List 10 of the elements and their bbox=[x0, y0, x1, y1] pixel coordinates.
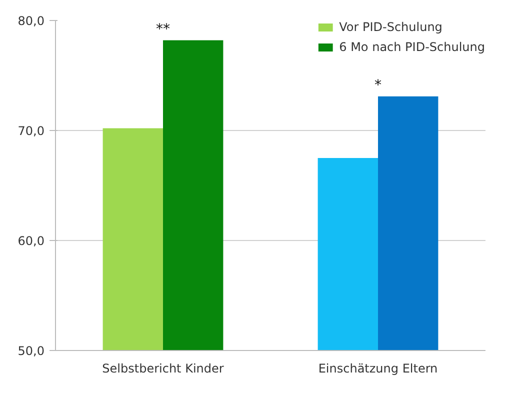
annotation: ** bbox=[156, 21, 170, 38]
y-tick-label: 80,0 bbox=[18, 14, 44, 28]
x-tick-label: Selbstbericht Kinder bbox=[102, 362, 224, 376]
y-tick-label: 50,0 bbox=[18, 344, 44, 358]
y-tick-label: 70,0 bbox=[18, 124, 44, 138]
y-tick-label: 60,0 bbox=[18, 234, 44, 248]
legend-label: Vor PID-Schulung bbox=[339, 20, 442, 34]
annotation: * bbox=[374, 77, 382, 94]
x-tick-label: Einschätzung Eltern bbox=[318, 362, 438, 376]
legend-label: 6 Mo nach PID-Schulung bbox=[339, 40, 485, 54]
